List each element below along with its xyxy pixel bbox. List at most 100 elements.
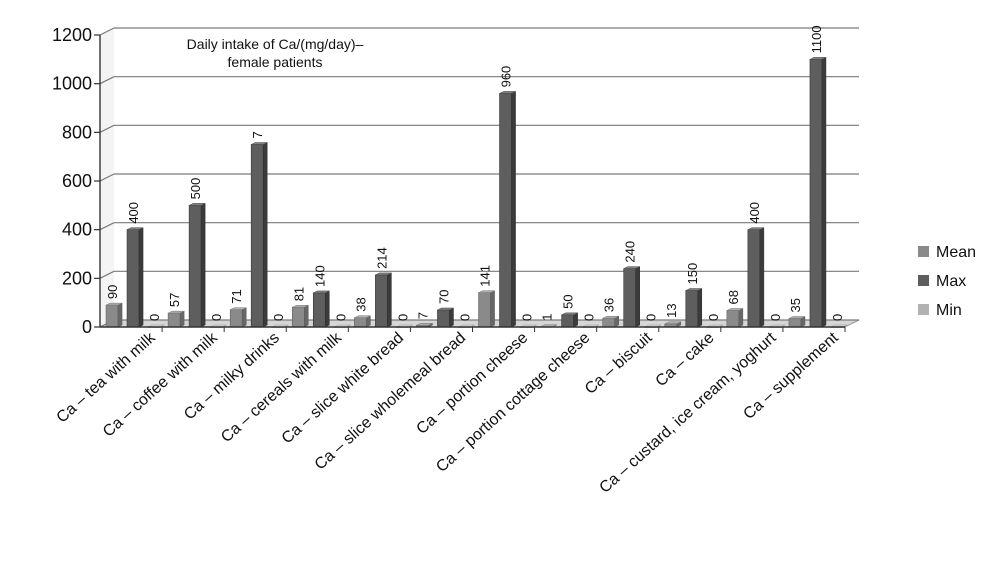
data-label-max: 7: [250, 131, 265, 138]
y-tick-label: 800: [62, 122, 92, 142]
bar-max: [561, 312, 578, 328]
bar-front: [437, 309, 450, 328]
bar-max: [188, 202, 206, 328]
bar-side: [449, 307, 454, 328]
legend-swatch: [918, 275, 929, 286]
bar-side: [138, 227, 144, 328]
bar-side: [262, 142, 268, 328]
bar-front: [375, 274, 388, 328]
bar-side: [697, 288, 703, 328]
bar-top: [105, 302, 123, 306]
bar-front: [478, 292, 491, 328]
bar-top: [251, 142, 268, 145]
bar-top: [726, 308, 743, 311]
bar-front: [747, 229, 761, 328]
bar-top: [416, 323, 433, 326]
bar-side: [387, 272, 392, 328]
bar-top: [354, 315, 371, 319]
data-label-max: 150: [685, 263, 700, 285]
data-label-mean: 57: [167, 293, 182, 307]
x-tick-label: Ca – cereals with milk: [218, 329, 346, 446]
bar-max: [499, 90, 516, 328]
bar-top: [375, 272, 392, 276]
chart-title-line-2: female patients: [228, 54, 323, 70]
bar-side: [738, 308, 744, 328]
data-label-min: 0: [271, 314, 286, 321]
data-label-mean: 141: [478, 265, 493, 287]
data-label-max: 140: [312, 265, 327, 287]
bar-top: [747, 227, 764, 230]
data-label-max: 400: [747, 202, 762, 224]
legend-swatch: [918, 304, 929, 315]
bar-mean: [291, 304, 309, 328]
bars: [105, 56, 848, 328]
x-tick-label: Ca – cake: [653, 329, 718, 390]
data-label-min: 0: [830, 314, 845, 321]
data-label-min: 0: [582, 314, 597, 321]
bar-side: [573, 312, 578, 328]
bar-top: [189, 203, 206, 206]
data-label-min: 0: [333, 314, 348, 321]
data-label-min: 0: [457, 314, 472, 321]
bar-side: [759, 227, 765, 328]
bar-front: [291, 306, 305, 328]
bar-max: [250, 142, 268, 328]
bar-max: [809, 56, 827, 328]
data-label-max: 500: [188, 178, 203, 200]
bar-front: [726, 310, 740, 328]
x-tick-label: Ca – coffee with milk: [100, 329, 222, 441]
gridline-diag: [99, 173, 115, 182]
data-label-mean: 36: [602, 298, 617, 312]
x-tick-label: Ca – biscuit: [582, 329, 656, 398]
bar-side: [241, 307, 247, 328]
bar-front: [499, 93, 512, 328]
bar-side: [490, 290, 495, 328]
y-tick-label: 200: [62, 268, 92, 288]
bar-top: [623, 266, 640, 269]
bar-front: [354, 317, 367, 328]
bar-mean: [229, 307, 247, 328]
x-tick-label: Ca – portion cheese: [413, 329, 531, 438]
data-label-mean: 35: [788, 298, 803, 312]
bar-front: [250, 144, 264, 328]
bar-max: [126, 227, 144, 328]
data-label-min: 0: [395, 314, 410, 321]
y-axis: 0 200 400 600 800 1000 1200: [52, 25, 101, 337]
data-label-min: 0: [209, 314, 224, 321]
bar-max: [685, 288, 703, 328]
legend-label: Max: [936, 273, 966, 290]
bar-front: [623, 268, 637, 328]
bar-top: [478, 290, 495, 293]
legend-label: Mean: [936, 244, 976, 261]
bar-mean: [602, 315, 619, 328]
bar-side: [304, 304, 309, 328]
legend-item: Min: [918, 302, 962, 319]
bar-front: [105, 304, 119, 328]
bar-top: [313, 290, 330, 294]
data-label-mean: 81: [291, 287, 306, 301]
bar-top: [664, 321, 681, 325]
bar-mean: [726, 308, 744, 328]
gridline-diag: [99, 76, 115, 85]
gridline-diag: [99, 270, 115, 279]
data-label-min: 0: [644, 314, 659, 321]
data-label-mean: 1: [540, 314, 555, 321]
chart-title-line-1: Daily intake of Ca/(mg/day)–: [187, 36, 364, 52]
bar-top: [685, 288, 702, 291]
data-label-max: 214: [374, 247, 389, 269]
bar-side: [117, 302, 123, 328]
y-tick-label: 1200: [52, 25, 92, 45]
bar-side: [179, 310, 185, 328]
bar-mean: [664, 321, 682, 328]
data-label-min: 0: [768, 314, 783, 321]
bar-front: [809, 59, 823, 328]
data-label-max: 70: [436, 289, 451, 303]
bar-mean: [788, 316, 806, 328]
bar-front: [685, 290, 699, 328]
bar-top: [602, 315, 619, 319]
legend-item: Max: [918, 273, 966, 290]
legend-item: Mean: [918, 244, 976, 261]
data-label-mean: 7: [415, 312, 430, 319]
